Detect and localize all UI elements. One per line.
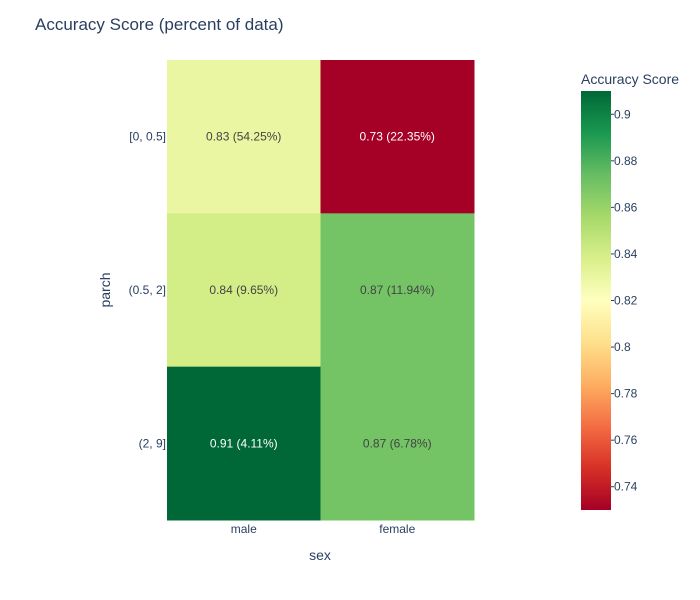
colorbar-tick-label: 0.86	[614, 200, 638, 214]
colorbar-title: Accuracy Score	[581, 71, 679, 87]
colorbar-tick-label: 0.84	[614, 247, 638, 261]
heatmap-cell	[167, 60, 321, 214]
y-axis-title: parch	[97, 272, 113, 307]
heatmap-cell	[167, 213, 321, 368]
x-tick-label: female	[379, 522, 415, 536]
y-tick-label: (0.5, 2]	[129, 283, 166, 297]
cell-label: 0.84 (9.65%)	[209, 283, 278, 297]
chart-title: Accuracy Score (percent of data)	[35, 15, 284, 34]
y-axis-ticks: [0, 0.5] (0.5, 2] (2, 9]	[129, 130, 166, 451]
heatmap-cell	[167, 366, 321, 521]
y-tick-label: [0, 0.5]	[129, 130, 166, 144]
cell-label: 0.87 (6.78%)	[363, 436, 432, 450]
cell-label: 0.83 (54.25%)	[206, 130, 281, 144]
colorbar-tick-label: 0.88	[614, 154, 638, 168]
colorbar: Accuracy Score 0.740.760.780.80.820.840.…	[581, 71, 679, 510]
colorbar-tick-label: 0.82	[614, 294, 638, 308]
heatmap-cell	[320, 213, 475, 368]
colorbar-ticks: 0.74 0.76 0.78 0.8 0.82 0.84 0.86 0.88 0.9	[611, 107, 638, 494]
cell-label: 0.91 (4.11%)	[210, 436, 278, 450]
heatmap-cells	[167, 60, 475, 521]
colorbar-tick-label: 0.76	[614, 433, 638, 447]
heatmap-cell	[320, 60, 475, 214]
x-axis-title: sex	[309, 547, 331, 563]
x-tick-label: male	[231, 522, 257, 536]
colorbar-gradient	[581, 91, 611, 510]
colorbar-tick-label: 0.78	[614, 387, 638, 401]
heatmap-cell-labels: 0.83 (54.25%) 0.73 (22.35%) 0.84 (9.65%) 0.…	[206, 130, 435, 451]
heatmap-cell	[320, 366, 475, 521]
colorbar-tick-label: 0.9	[614, 107, 631, 121]
cell-label: 0.73 (22.35%)	[360, 130, 435, 144]
x-axis-ticks: male female	[231, 522, 416, 536]
cell-label: 0.87 (11.94%)	[360, 283, 435, 297]
colorbar-tick-label: 0.8	[614, 340, 631, 354]
y-tick-label: (2, 9]	[139, 436, 166, 450]
colorbar-tick-label: 0.74	[614, 480, 638, 494]
